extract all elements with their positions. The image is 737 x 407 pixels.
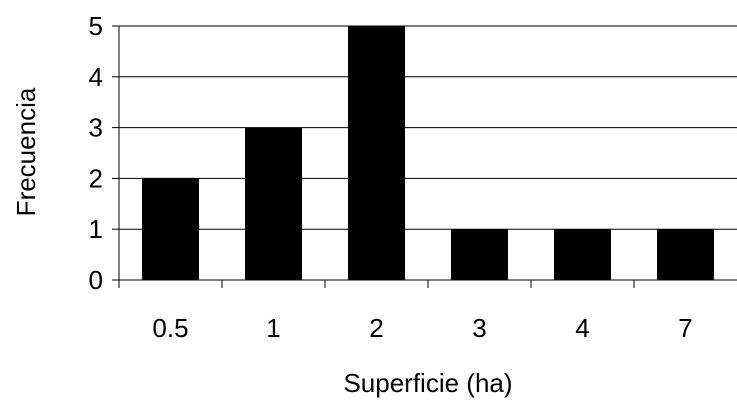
y-tick-label: 3 (89, 113, 103, 143)
x-tick-label: 4 (575, 313, 589, 343)
y-tick-label: 1 (89, 214, 103, 244)
y-axis-title: Frecuencia (11, 87, 41, 216)
y-tick-labels: 0 1 2 3 4 5 (89, 11, 103, 295)
x-tick-label: 2 (369, 313, 383, 343)
bar-1 (245, 127, 302, 280)
bars (142, 26, 714, 280)
y-tick-label: 5 (89, 11, 103, 41)
bar-4 (554, 229, 611, 280)
bar-0.5 (142, 178, 199, 280)
axes (112, 25, 737, 288)
x-tick-label: 1 (266, 313, 280, 343)
y-tick-label: 2 (89, 163, 103, 193)
bar-2 (348, 26, 405, 280)
x-tick-label: 7 (678, 313, 692, 343)
grid-lines (119, 25, 737, 230)
y-tick-label: 4 (89, 62, 103, 92)
x-tick-labels: 0.5 1 2 3 4 7 (152, 313, 692, 343)
bar-3 (451, 229, 508, 280)
bar-7 (657, 229, 714, 280)
x-tick-label: 0.5 (152, 313, 188, 343)
y-tick-label: 0 (89, 265, 103, 295)
x-axis-title: Superficie (ha) (343, 368, 512, 398)
x-tick-label: 3 (472, 313, 486, 343)
